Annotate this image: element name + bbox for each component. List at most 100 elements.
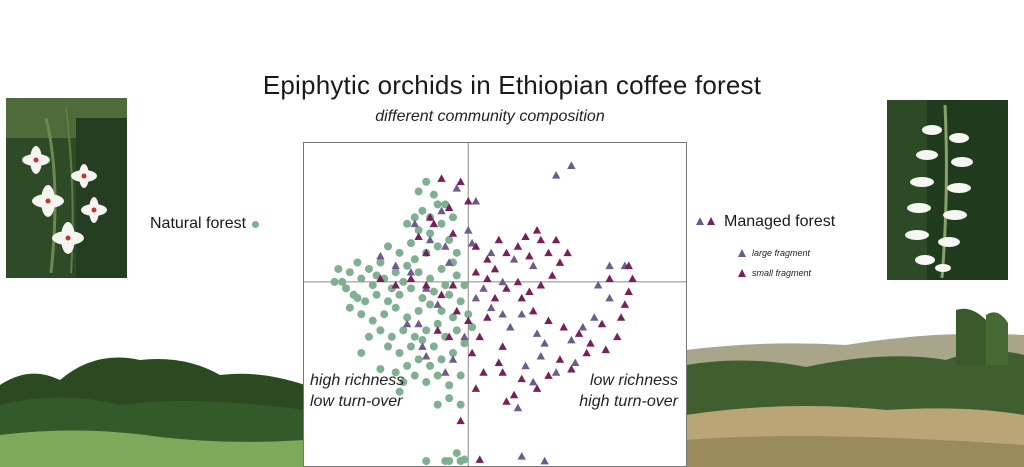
data-point-large-fragment <box>517 452 526 460</box>
data-point-natural-forest <box>391 268 400 277</box>
data-point-small-fragment <box>536 280 546 289</box>
data-point-natural-forest <box>426 229 435 238</box>
data-point-natural-forest <box>437 219 446 228</box>
data-point-small-fragment <box>471 242 481 250</box>
data-point-large-fragment <box>448 355 458 363</box>
data-point-natural-forest <box>406 342 415 351</box>
data-point-small-fragment <box>563 248 572 257</box>
data-point-small-fragment <box>467 348 477 357</box>
data-point-small-fragment <box>567 364 576 373</box>
data-point-natural-forest <box>380 310 389 319</box>
data-point-natural-forest <box>384 242 393 251</box>
data-point-natural-forest <box>452 326 461 335</box>
data-point-small-fragment <box>601 345 610 354</box>
data-point-natural-forest <box>399 326 408 335</box>
data-point-natural-forest <box>414 355 423 364</box>
data-point-natural-forest <box>437 306 446 315</box>
data-point-natural-forest <box>372 271 381 280</box>
data-point-natural-forest <box>468 323 477 332</box>
data-point-natural-forest <box>422 326 431 335</box>
annotation-right-line2: high turn-over <box>579 393 678 410</box>
data-point-large-fragment <box>437 206 446 215</box>
data-point-large-fragment <box>551 368 561 376</box>
data-point-large-fragment <box>571 358 580 366</box>
data-point-natural-forest <box>445 381 454 390</box>
landscape-photo-right <box>686 305 1024 467</box>
data-point-large-fragment <box>509 255 519 263</box>
data-point-natural-forest <box>448 313 457 322</box>
data-point-large-fragment <box>444 258 454 266</box>
data-point-natural-forest <box>422 457 431 465</box>
data-point-small-fragment <box>624 287 633 295</box>
data-point-natural-forest <box>426 274 435 283</box>
data-point-small-fragment <box>452 306 461 315</box>
data-point-natural-forest <box>414 306 423 315</box>
data-point-small-fragment <box>422 248 431 257</box>
data-point-large-fragment <box>464 226 473 234</box>
data-point-large-fragment <box>441 368 450 376</box>
data-point-large-fragment <box>425 235 435 244</box>
data-point-natural-forest <box>342 284 351 293</box>
data-point-small-fragment <box>620 300 630 308</box>
data-point-large-fragment <box>532 329 542 337</box>
data-point-small-fragment <box>475 455 484 463</box>
data-point-natural-forest <box>418 206 427 215</box>
data-point-large-fragment <box>529 261 538 270</box>
data-point-natural-forest <box>376 365 385 374</box>
data-point-natural-forest <box>364 264 373 273</box>
data-point-small-fragment <box>582 348 591 357</box>
data-point-small-fragment <box>483 274 492 283</box>
legend-large-fragment: large fragment <box>738 248 810 258</box>
data-point-small-fragment <box>444 332 454 341</box>
data-point-small-fragment <box>464 316 473 325</box>
data-point-large-fragment <box>567 335 576 344</box>
data-point-large-fragment <box>593 280 603 289</box>
data-point-natural-forest <box>353 294 362 303</box>
data-point-natural-forest <box>410 255 419 264</box>
data-point-small-fragment <box>479 368 488 376</box>
data-point-natural-forest <box>399 378 408 387</box>
data-point-natural-forest <box>345 303 354 312</box>
orchid-photo-right <box>887 100 1008 280</box>
data-point-small-fragment <box>551 235 561 244</box>
data-point-natural-forest <box>414 226 423 235</box>
data-point-large-fragment <box>479 284 488 292</box>
chart-title: Epiphytic orchids in Ethiopian coffee fo… <box>262 70 762 100</box>
data-point-natural-forest <box>429 287 438 296</box>
data-point-small-fragment <box>536 235 546 244</box>
data-point-natural-forest <box>403 261 412 270</box>
data-point-small-fragment <box>521 232 530 241</box>
data-point-small-fragment <box>429 219 439 228</box>
data-point-large-fragment <box>540 339 549 347</box>
data-point-small-fragment <box>574 329 584 337</box>
data-point-small-fragment <box>544 316 553 325</box>
data-point-natural-forest <box>456 297 465 306</box>
data-point-small-fragment <box>425 213 435 221</box>
data-point-natural-forest <box>452 271 461 280</box>
data-point-large-fragment <box>578 322 588 331</box>
data-point-natural-forest <box>334 264 343 273</box>
data-point-large-fragment <box>605 261 614 270</box>
data-point-natural-forest <box>330 277 339 286</box>
data-point-natural-forest <box>433 371 442 380</box>
data-point-natural-forest <box>418 336 427 345</box>
data-point-natural-forest <box>395 248 404 257</box>
data-point-large-fragment <box>471 196 481 205</box>
legend-managed-forest: Managed forest <box>696 213 835 231</box>
data-point-natural-forest <box>445 290 454 299</box>
data-point-natural-forest <box>384 297 393 306</box>
data-point-natural-forest <box>448 213 457 222</box>
data-point-small-fragment <box>525 287 534 295</box>
data-point-small-fragment <box>628 274 637 283</box>
data-point-small-fragment <box>494 235 504 244</box>
data-point-natural-forest <box>357 310 366 319</box>
data-point-natural-forest <box>441 457 450 465</box>
data-point-large-fragment <box>529 377 538 386</box>
data-point-large-fragment <box>513 403 523 412</box>
data-point-large-fragment <box>605 293 614 302</box>
data-point-large-fragment <box>551 171 561 179</box>
legend-small-label: small fragment <box>752 268 812 278</box>
data-point-small-fragment <box>437 290 446 299</box>
data-point-small-fragment <box>490 264 500 273</box>
data-point-small-fragment <box>529 306 538 315</box>
